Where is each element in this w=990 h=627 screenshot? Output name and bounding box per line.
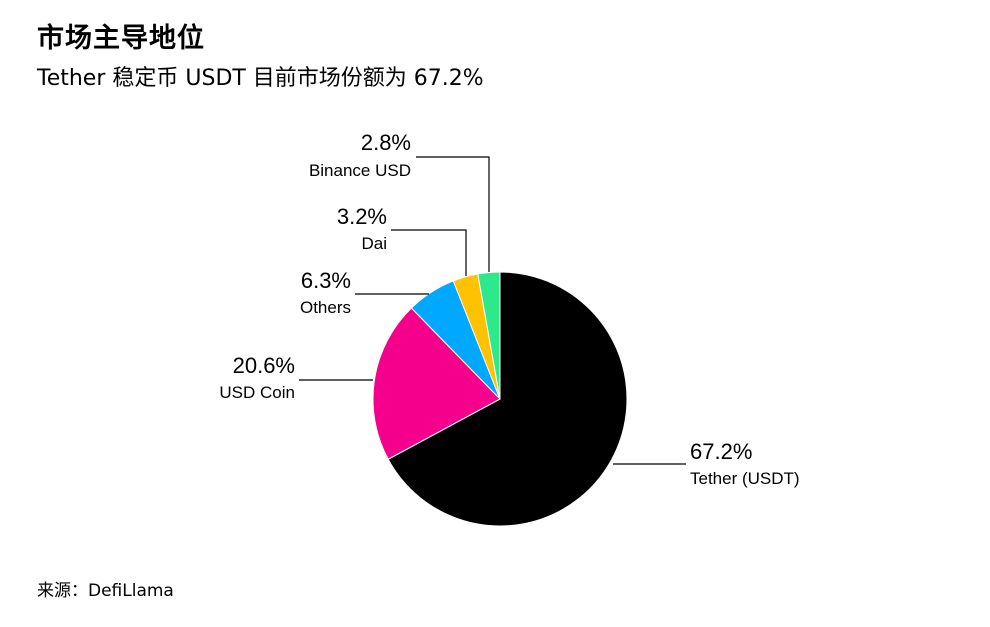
slice-value-others: 6.3% bbox=[301, 268, 351, 293]
leader-line-dai bbox=[391, 229, 467, 276]
slice-label-tether: Tether (USDT) bbox=[690, 469, 800, 488]
slice-tether bbox=[387, 271, 628, 527]
slice-value-dai: 3.2% bbox=[337, 204, 387, 229]
chart-subtitle: Tether 稳定币 USDT 目前市场份额为 67.2% bbox=[37, 66, 484, 91]
leader-lines bbox=[299, 156, 686, 465]
chart-title: 市场主导地位 bbox=[37, 23, 205, 54]
slice-labels: 67.2% Tether (USDT) 20.6% USD Coin 6.3% Other… bbox=[219, 130, 799, 488]
slice-label-busd: Binance USD bbox=[309, 161, 411, 180]
slice-label-usdc: USD Coin bbox=[219, 383, 295, 402]
slice-usdc bbox=[372, 307, 501, 460]
slice-label-others: Others bbox=[300, 298, 351, 317]
slice-label-dai: Dai bbox=[361, 234, 387, 253]
leader-line-busd bbox=[416, 156, 490, 272]
source-note: 来源：DefiLlama bbox=[37, 581, 174, 601]
slice-value-busd: 2.8% bbox=[361, 130, 411, 155]
slice-value-tether: 67.2% bbox=[690, 439, 752, 464]
pie-slices bbox=[372, 271, 628, 527]
slice-value-usdc: 20.6% bbox=[233, 353, 295, 378]
slice-busd bbox=[477, 271, 501, 400]
